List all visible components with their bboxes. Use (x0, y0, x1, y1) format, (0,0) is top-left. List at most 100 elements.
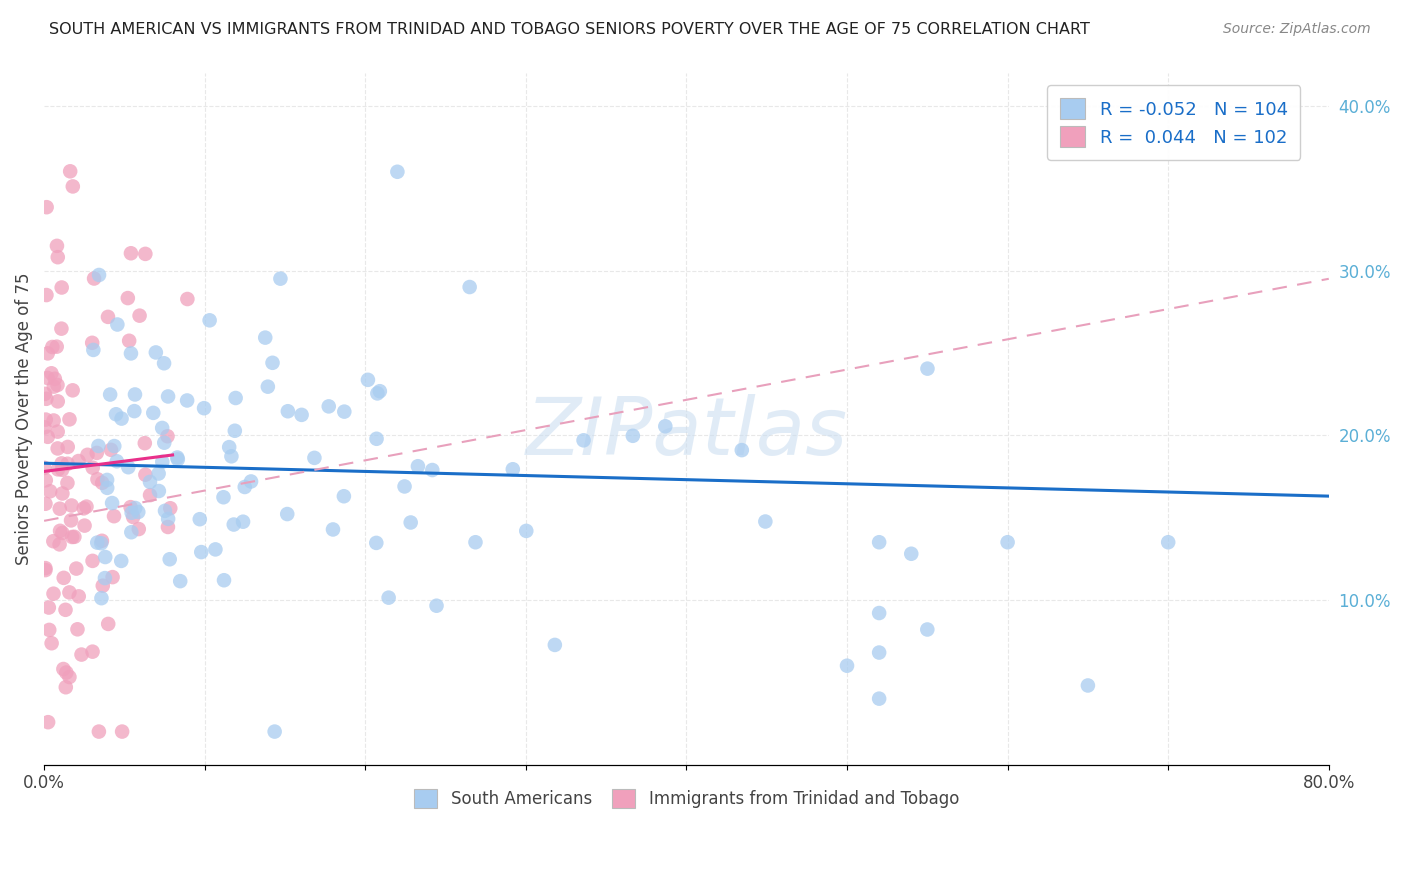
Point (87, 268, 110, 282)
Point (34, 563, 56, 577)
Point (90, 591, 112, 606)
Point (55, 665, 77, 680)
Point (105, 454, 128, 468)
Point (37, 430, 59, 444)
Point (240, 475, 263, 489)
Point (46, 250, 69, 264)
Point (159, 501, 181, 516)
Point (42, 379, 65, 393)
Point (262, 356, 284, 370)
Point (96, 473, 118, 487)
Point (900, 547, 922, 561)
Point (58, 585, 80, 599)
Point (224, 424, 246, 438)
Point (139, 475, 162, 489)
Point (150, 455, 173, 469)
Point (868, 535, 890, 549)
Point (51, 526, 73, 541)
Point (366, 386, 388, 401)
Point (142, 406, 165, 420)
Point (82, 554, 104, 568)
Point (754, 515, 776, 529)
Point (166, 450, 188, 465)
Point (117, 291, 139, 305)
Point (90, 536, 112, 550)
Point (97, 616, 120, 631)
Point (105, 407, 128, 421)
Point (86, 472, 108, 486)
Point (222, 517, 245, 532)
Point (82, 460, 104, 475)
Point (101, 496, 124, 510)
Point (233, 480, 256, 494)
Point (458, 280, 481, 294)
Point (621, 429, 644, 443)
Point (263, 724, 285, 739)
Y-axis label: Seniors Poverty Over the Age of 75: Seniors Poverty Over the Age of 75 (15, 272, 32, 565)
Point (58, 412, 80, 426)
Point (225, 391, 247, 405)
Point (193, 401, 215, 416)
Point (156, 520, 179, 534)
Point (366, 536, 388, 550)
Point (153, 504, 176, 518)
Point (87, 439, 110, 453)
Legend: South Americans, Immigrants from Trinidad and Tobago: South Americans, Immigrants from Trinida… (408, 782, 966, 815)
Point (176, 393, 198, 408)
Point (204, 542, 226, 557)
Point (46, 442, 69, 456)
Point (46, 394, 69, 409)
Point (134, 467, 156, 482)
Point (76, 448, 98, 462)
Point (357, 373, 380, 387)
Point (41, 366, 63, 380)
Point (34, 420, 56, 434)
Point (997, 535, 1019, 549)
Point (94, 549, 117, 564)
Point (425, 599, 447, 613)
Point (52, 571, 75, 585)
Point (159, 552, 181, 566)
Point (218, 440, 240, 454)
Point (254, 331, 277, 345)
Point (166, 452, 188, 467)
Point (105, 318, 128, 332)
Point (63, 530, 86, 544)
Point (153, 435, 176, 450)
Point (368, 384, 391, 399)
Point (110, 411, 132, 425)
Point (124, 404, 146, 418)
Point (87, 724, 110, 739)
Point (103, 509, 125, 524)
Text: ZIPatlas: ZIPatlas (526, 393, 848, 472)
Point (515, 524, 537, 538)
Point (34, 387, 56, 401)
Point (35, 288, 58, 302)
Point (103, 439, 125, 453)
Point (377, 591, 399, 605)
Point (128, 309, 150, 323)
Point (917, 623, 939, 637)
Point (101, 570, 124, 584)
Point (51, 280, 73, 294)
Point (917, 361, 939, 376)
Point (73, 518, 96, 533)
Point (157, 389, 180, 403)
Point (176, 292, 198, 306)
Point (399, 516, 422, 530)
Point (100, 442, 122, 457)
Point (318, 400, 340, 414)
Point (366, 432, 388, 446)
Point (835, 658, 858, 673)
Point (120, 500, 142, 515)
Point (86, 446, 108, 460)
Point (67, 454, 90, 468)
Point (51, 321, 73, 335)
Point (654, 419, 676, 434)
Point (83, 271, 105, 285)
Point (148, 483, 170, 498)
Point (60, 513, 83, 527)
Point (34, 561, 56, 575)
Point (41, 340, 63, 354)
Point (731, 443, 754, 458)
